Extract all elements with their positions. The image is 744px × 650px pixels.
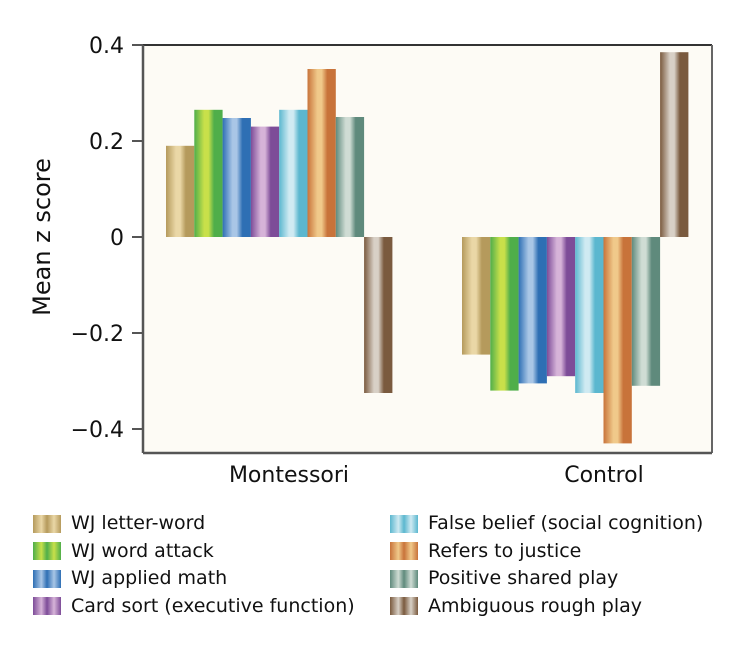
legend-item: WJ applied math <box>33 565 355 593</box>
bar-control-false-belief-social-cognition <box>575 237 604 393</box>
category-label-montessori: Montessori <box>229 463 349 488</box>
legend-label: Positive shared play <box>428 567 619 589</box>
legend-item: Ambiguous rough play <box>390 593 703 621</box>
bar-montessori-wj-applied-math <box>222 118 251 237</box>
legend-swatch <box>390 597 418 616</box>
legend-left-column: WJ letter-word WJ word attack WJ applied… <box>33 510 355 620</box>
legend-label: Refers to justice <box>428 539 582 562</box>
category-label-control: Control <box>564 463 644 488</box>
legend-item: False belief (social cognition) <box>390 510 703 538</box>
bar-control-card-sort-executive-function <box>546 237 576 377</box>
legend-item: Refers to justice <box>390 538 703 566</box>
legend-item: WJ letter-word <box>33 510 355 538</box>
legend-swatch <box>390 542 418 561</box>
legend-swatch <box>33 542 61 561</box>
bar-montessori-wj-word-attack <box>194 109 223 237</box>
y-tick-label: 0 <box>110 226 124 251</box>
y-tick-label: −0.2 <box>71 322 124 347</box>
bars-group <box>166 52 689 444</box>
legend-right-column: False belief (social cognition) Refers t… <box>390 510 703 620</box>
y-axis-label: Mean z score <box>28 158 56 316</box>
legend-label: WJ word attack <box>71 539 214 562</box>
bar-control-positive-shared-play <box>631 237 661 386</box>
y-ticks-group: 0.4 0.2 0 −0.2 −0.4 <box>71 34 143 443</box>
legend-label: WJ letter-word <box>71 512 206 534</box>
legend-swatch <box>33 569 61 588</box>
legend-item: Positive shared play <box>390 565 703 593</box>
bar-control-refers-to-justice <box>603 237 632 444</box>
bar-control-wj-word-attack <box>490 237 519 391</box>
bar-montessori-ambiguous-rough-play <box>364 237 393 393</box>
bar-control-wj-letter-word <box>462 237 491 355</box>
legend-swatch <box>390 569 418 588</box>
legend-label: WJ applied math <box>71 567 228 589</box>
bar-montessori-wj-letter-word <box>166 145 195 237</box>
legend-swatch <box>33 597 61 616</box>
bar-montessori-refers-to-justice <box>307 69 336 237</box>
legend-swatch <box>390 514 418 533</box>
y-tick-label: 0.2 <box>89 130 124 155</box>
axes-group <box>141 44 713 455</box>
legend-label: False belief (social cognition) <box>428 512 704 534</box>
legend-swatch <box>33 514 61 533</box>
bar-montessori-positive-shared-play <box>335 117 365 237</box>
legend-item: WJ word attack <box>33 538 355 566</box>
legend-label: Ambiguous rough play <box>428 594 642 617</box>
legend-item: Card sort (executive function) <box>33 593 355 621</box>
bar-control-ambiguous-rough-play <box>660 52 689 238</box>
bar-montessori-false-belief-social-cognition <box>279 109 308 237</box>
bar-control-wj-applied-math <box>518 237 547 384</box>
y-tick-label: −0.4 <box>71 418 124 443</box>
legend-label: Card sort (executive function) <box>71 594 355 617</box>
bar-montessori-card-sort-executive-function <box>250 126 280 237</box>
y-tick-label: 0.4 <box>89 34 124 59</box>
